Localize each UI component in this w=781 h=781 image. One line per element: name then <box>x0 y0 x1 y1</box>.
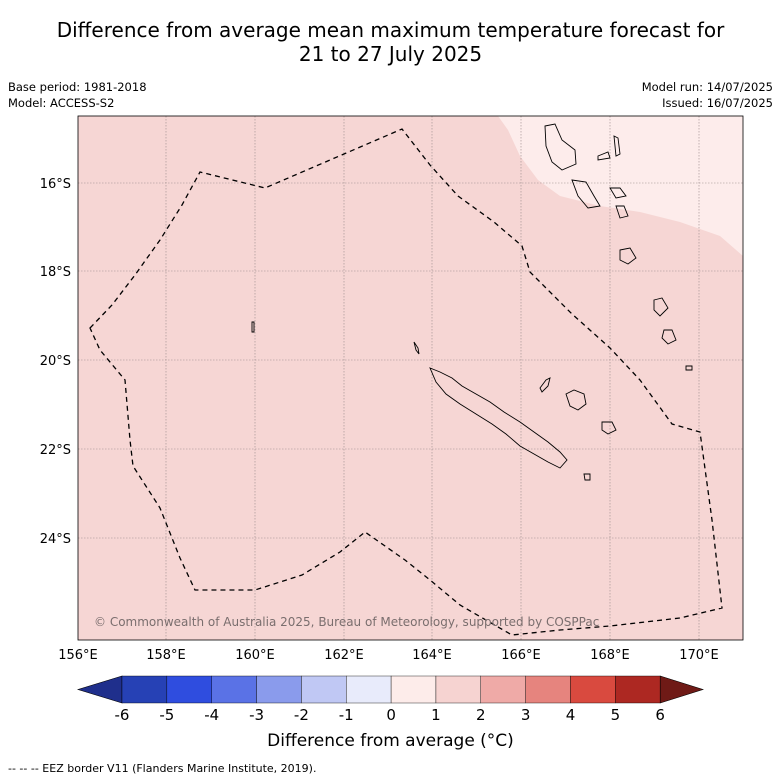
colorbar-bin <box>121 675 168 704</box>
footer-note: -- -- -- EEZ border V11 (Flanders Marine… <box>8 762 317 775</box>
copyright-text: © Commonwealth of Australia 2025, Bureau… <box>94 615 599 629</box>
colorbar-tick-label: 2 <box>476 706 486 724</box>
map-title: Difference from average mean maximum tem… <box>0 18 781 66</box>
colorbar-tick-label: 6 <box>655 706 665 724</box>
island-aneityum <box>685 365 693 371</box>
lat-label-16: 16°S <box>40 177 71 192</box>
island-erromango <box>653 297 669 317</box>
lon-label-156: 156°E <box>58 648 98 663</box>
map-frame <box>77 115 744 641</box>
island-pentecost <box>609 187 627 199</box>
colorbar-bin <box>256 675 302 704</box>
island-epi <box>615 205 629 219</box>
colorbar-tick-label: 5 <box>611 706 621 724</box>
lon-label-158: 158°E <box>146 648 186 663</box>
colorbar-bin <box>570 675 616 704</box>
meta-left: Base period: 1981-2018 Model: ACCESS-S2 <box>8 79 147 111</box>
eez-border <box>89 128 723 636</box>
lon-label-166: 166°E <box>501 648 541 663</box>
colorbar-bin <box>166 675 212 704</box>
island-matthew <box>251 321 255 333</box>
colorbar-bin <box>480 675 526 704</box>
island-malakula <box>571 179 601 209</box>
lat-labels: 16°S 18°S 20°S 22°S 24°S <box>40 177 71 547</box>
title-line-2: 21 to 27 July 2025 <box>298 42 483 66</box>
island-tanna <box>661 329 677 345</box>
colorbar-tick-label: -1 <box>339 706 354 724</box>
island-mare <box>601 421 617 435</box>
colorbar-ticks: -6 -5 -4 -3 -2 -1 0 1 2 3 4 5 6 <box>115 706 665 724</box>
lat-label-20: 20°S <box>40 354 71 369</box>
colorbar-tick-label: -6 <box>115 706 130 724</box>
colorbar-bin <box>346 675 392 704</box>
lon-labels: 156°E 158°E 160°E 162°E 164°E 166°E 168°… <box>58 648 719 663</box>
lon-label-162: 162°E <box>324 648 364 663</box>
lon-label-170: 170°E <box>679 648 719 663</box>
lat-label-18: 18°S <box>40 265 71 280</box>
lon-label-160: 160°E <box>235 648 275 663</box>
colorbar <box>76 675 704 704</box>
colorbar-extend-low <box>76 675 123 704</box>
model-run: Model run: 14/07/2025 <box>641 80 773 94</box>
colorbar-tick-label: 3 <box>521 706 531 724</box>
island-pines <box>583 473 591 481</box>
colorbar-bin <box>301 675 347 704</box>
model-name: Model: ACCESS-S2 <box>8 96 115 110</box>
meta-right: Model run: 14/07/2025 Issued: 16/07/2025 <box>642 79 773 111</box>
island-ambae <box>597 151 611 161</box>
colorbar-bin <box>525 675 571 704</box>
small-islands <box>251 123 693 481</box>
new-caledonia-island <box>429 367 568 469</box>
colorbar-tick-label: 0 <box>386 706 396 724</box>
lat-label-24: 24°S <box>40 532 71 547</box>
colorbar-label: Difference from average (°C) <box>267 731 514 751</box>
island-ouvea <box>539 377 551 393</box>
base-period: Base period: 1981-2018 <box>8 80 147 94</box>
issued-date: Issued: 16/07/2025 <box>662 96 773 110</box>
colorbar-bin <box>435 675 482 704</box>
colorbar-extend-high <box>659 675 704 704</box>
colorbar-tick-label: 4 <box>566 706 576 724</box>
title-line-1: Difference from average mean maximum tem… <box>56 18 725 42</box>
lon-label-164: 164°E <box>412 648 452 663</box>
lon-label-168: 168°E <box>590 648 630 663</box>
island-lifou <box>565 389 587 411</box>
island-espiritu-santo <box>544 123 577 171</box>
colorbar-tick-label: -5 <box>159 706 174 724</box>
lat-label-22: 22°S <box>40 443 71 458</box>
colorbar-tick-label: -3 <box>249 706 264 724</box>
gridlines <box>78 116 743 640</box>
colorbar-bin <box>390 675 437 704</box>
colorbar-bin <box>211 675 257 704</box>
colorbar-tick-label: 1 <box>431 706 441 724</box>
island-efate <box>619 247 637 265</box>
light-anomaly-region <box>498 116 743 256</box>
colorbar-tick-label: -4 <box>204 706 219 724</box>
island-maewo <box>613 135 621 157</box>
colorbar-bin <box>615 675 661 704</box>
colorbar-tick-label: -2 <box>294 706 309 724</box>
island-belep <box>413 341 420 355</box>
